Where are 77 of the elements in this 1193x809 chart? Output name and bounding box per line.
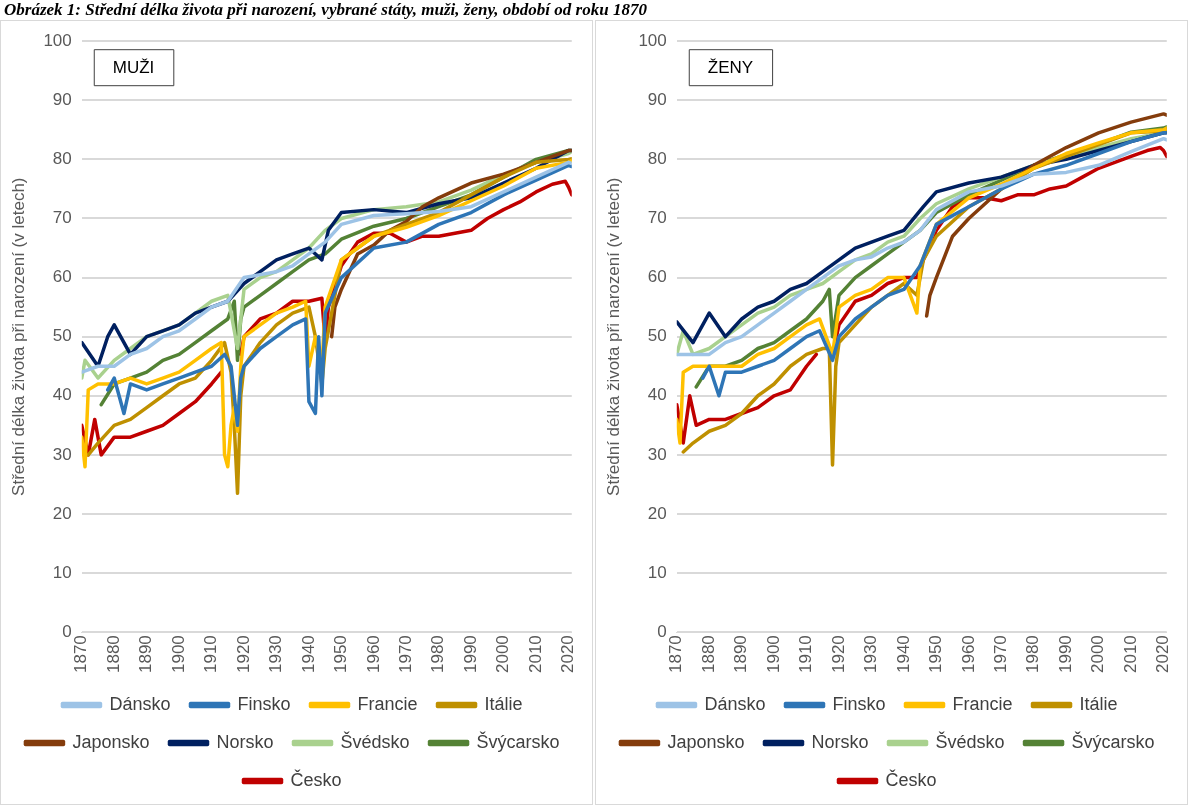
- chart-title: Obrázek 1: Střední délka života při narození, vybrané státy, muži, ženy, období od roku 1870: [3, 0, 648, 20]
- x-tick-label: 1970: [990, 635, 1010, 674]
- x-tick-label: 1920: [233, 635, 253, 674]
- y-tick-label: 70: [647, 208, 667, 228]
- y-tick-label: 80: [52, 149, 72, 169]
- y-tick-label: 100: [43, 30, 72, 50]
- y-tick-label: 70: [52, 208, 72, 228]
- y-tick-label: 90: [647, 89, 667, 109]
- x-tick-label: 1970: [395, 635, 415, 674]
- y-tick-label: 0: [62, 621, 72, 641]
- legend-label: Finsko: [832, 693, 886, 714]
- x-tick-label: 1870: [71, 635, 91, 674]
- x-tick-label: 1930: [266, 635, 286, 674]
- legend-label: Dánsko: [704, 693, 766, 714]
- y-tick-label: 40: [52, 385, 72, 405]
- annotation: MUŽI: [112, 57, 155, 77]
- legend-label: Itálie: [1079, 693, 1118, 714]
- legend-label: Švýcarsko: [476, 730, 560, 752]
- y-tick-label: 60: [52, 267, 72, 287]
- x-tick-label: 2010: [1120, 635, 1140, 674]
- legend-label: Francie: [357, 693, 418, 714]
- x-tick-label: 1940: [298, 635, 318, 674]
- x-tick-label: 1940: [893, 635, 913, 674]
- annotation: ŽENY: [707, 57, 754, 77]
- y-tick-label: 10: [647, 562, 667, 582]
- legend-label: Norsko: [811, 731, 869, 752]
- x-tick-label: 2020: [1153, 635, 1173, 674]
- x-tick-label: 1880: [103, 635, 123, 674]
- x-tick-label: 1890: [136, 635, 156, 674]
- legend-label: Švédsko: [340, 730, 410, 752]
- y-tick-label: 100: [638, 30, 667, 50]
- legend-label: Švédsko: [935, 730, 1005, 752]
- legend-label: Francie: [952, 693, 1013, 714]
- x-tick-label: 1870: [666, 635, 686, 674]
- y-tick-label: 50: [647, 326, 667, 346]
- x-tick-label: 1890: [731, 635, 751, 674]
- x-tick-label: 1990: [1055, 635, 1075, 674]
- x-tick-label: 1900: [763, 635, 783, 674]
- x-tick-label: 1920: [828, 635, 848, 674]
- y-axis-title: Střední délka života při narození (v letech): [603, 177, 623, 496]
- legend-label: Itálie: [484, 693, 523, 714]
- y-tick-label: 0: [657, 621, 667, 641]
- y-axis-title: Střední délka života při narození (v letech): [8, 177, 28, 496]
- y-tick-label: 90: [52, 89, 72, 109]
- x-tick-label: 1980: [1023, 635, 1043, 674]
- x-tick-label: 2010: [525, 635, 545, 674]
- legend-label: Japonsko: [72, 731, 150, 752]
- x-tick-label: 1910: [796, 635, 816, 674]
- y-tick-label: 50: [52, 326, 72, 346]
- x-tick-label: 1990: [460, 635, 480, 674]
- y-tick-label: 60: [647, 267, 667, 287]
- y-tick-label: 40: [647, 385, 667, 405]
- x-tick-label: 1960: [363, 635, 383, 674]
- legend-label: Finsko: [237, 693, 291, 714]
- y-tick-label: 30: [52, 444, 72, 464]
- legend-label: Norsko: [216, 731, 274, 752]
- x-tick-label: 2000: [493, 635, 513, 674]
- x-tick-label: 1960: [958, 635, 978, 674]
- x-tick-label: 1900: [168, 635, 188, 674]
- legend-label: Česko: [290, 768, 342, 790]
- x-tick-label: 2020: [558, 635, 578, 674]
- legend-label: Švýcarsko: [1071, 730, 1155, 752]
- y-tick-label: 80: [647, 149, 667, 169]
- y-tick-label: 10: [52, 562, 72, 582]
- legend-label: Česko: [885, 768, 937, 790]
- x-tick-label: 1910: [201, 635, 221, 674]
- x-tick-label: 1980: [428, 635, 448, 674]
- y-tick-label: 20: [647, 503, 667, 523]
- x-tick-label: 1950: [331, 635, 351, 674]
- y-tick-label: 20: [52, 503, 72, 523]
- x-tick-label: 1950: [926, 635, 946, 674]
- legend-label: Dánsko: [109, 693, 171, 714]
- y-tick-label: 30: [647, 444, 667, 464]
- x-tick-label: 1930: [861, 635, 881, 674]
- x-tick-label: 2000: [1088, 635, 1108, 674]
- legend-label: Japonsko: [667, 731, 745, 752]
- x-tick-label: 1880: [698, 635, 718, 674]
